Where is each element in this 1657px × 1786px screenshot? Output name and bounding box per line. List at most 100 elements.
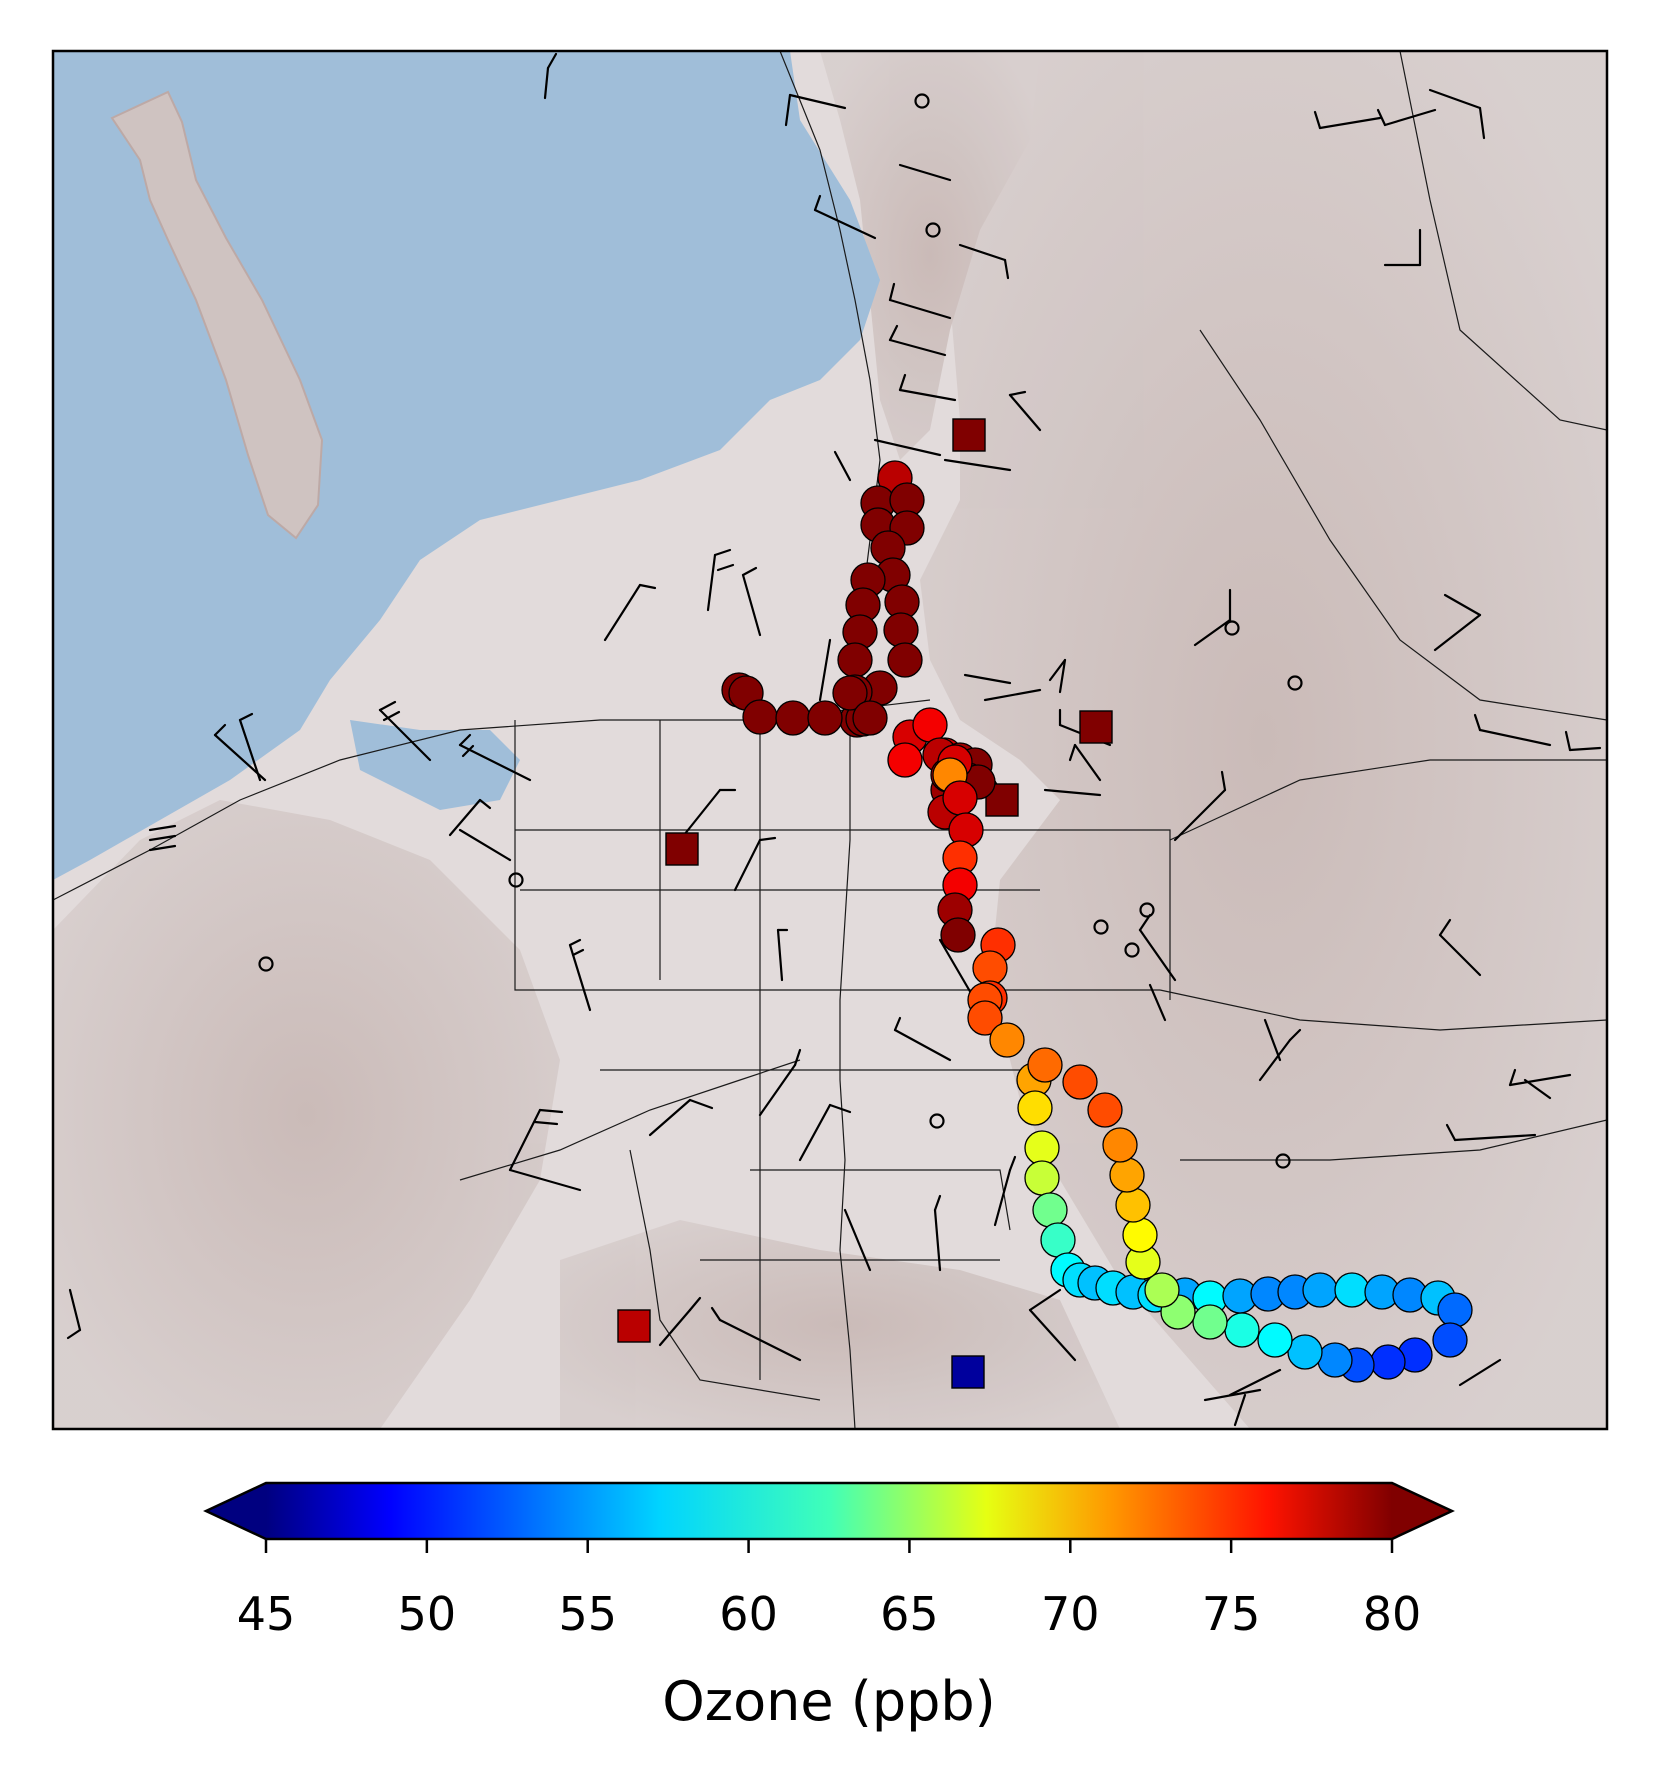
ozone-measurement-point	[1192, 1304, 1228, 1340]
ozone-measurement-point	[912, 707, 948, 743]
wind-barb	[776, 928, 789, 982]
wind-barb	[1138, 913, 1177, 982]
ozone-measurement-point	[989, 1022, 1025, 1058]
ozone-measurement-point	[832, 675, 868, 711]
ozone-measurement-point	[1024, 1130, 1060, 1166]
farmington-bay-pond	[350, 720, 520, 810]
road-grid-1	[514, 720, 1160, 991]
wind-barb	[1564, 730, 1602, 752]
wind-barb	[1313, 110, 1382, 130]
ozone-measurement-point	[837, 642, 873, 678]
colorbar-extend-high	[1392, 1483, 1452, 1539]
station-marker	[951, 1355, 985, 1389]
wind-barb	[898, 163, 952, 182]
ozone-measurement-point	[1224, 1312, 1260, 1348]
colorbar-tick-label: 75	[1202, 1587, 1261, 1641]
wind-barb	[213, 723, 267, 782]
lake	[53, 51, 880, 880]
calm-circle	[508, 872, 524, 888]
ozone-measurement-point	[1102, 1127, 1138, 1163]
wind-barb	[448, 798, 492, 837]
colorbar-gradient	[266, 1483, 1392, 1539]
wind-barb	[658, 1296, 702, 1347]
wind-barb	[148, 824, 177, 852]
ozone-measurement-point	[887, 642, 923, 678]
wind-barb	[1233, 1393, 1247, 1427]
oquirrh-range-relief	[53, 800, 560, 1429]
road-south	[629, 1149, 821, 1401]
road-southwest	[459, 1059, 801, 1181]
station-marker	[617, 1309, 651, 1343]
wind-barb	[1445, 1123, 1537, 1142]
wind-barb	[1048, 658, 1067, 694]
wind-barb	[378, 700, 432, 762]
calm-circle	[1287, 675, 1303, 691]
colorbar-tick-label: 70	[1041, 1587, 1100, 1641]
ozone-measurement-point	[1024, 1160, 1060, 1196]
wind-barb	[603, 583, 657, 642]
colorbar-label: Ozone (ppb)	[662, 1670, 995, 1733]
wind-barb	[1376, 108, 1437, 127]
road-grid-7	[750, 1169, 1011, 1231]
wind-barb	[1523, 1078, 1552, 1100]
colorbar-tick-label: 45	[237, 1587, 296, 1641]
wind-barb	[1043, 788, 1102, 797]
colorbar-extend-low	[206, 1483, 266, 1539]
wind-barb	[813, 194, 877, 240]
ozone-measurement-point	[775, 700, 811, 736]
wind-barb	[1383, 228, 1422, 267]
wind-barb	[943, 458, 1012, 472]
wind-barb	[1193, 588, 1232, 647]
ozone-measurement-point	[1432, 1322, 1468, 1358]
ozone-measurement-point	[940, 917, 976, 953]
map-panel	[53, 51, 1607, 1429]
wind-barb	[993, 1155, 1017, 1227]
colorbar: 45 50 55 60 65 70 75 80 Ozone (ppb)	[203, 1481, 1455, 1733]
ozone-measurement-point	[1370, 1344, 1406, 1380]
wind-barb	[983, 688, 1042, 702]
calm-circle	[929, 1113, 945, 1129]
colorbar-tick-label: 80	[1363, 1587, 1422, 1641]
calm-circle	[1139, 902, 1155, 918]
roads	[53, 51, 1607, 1429]
ozone-measurement-point	[1027, 1047, 1063, 1083]
wind-barb	[798, 1103, 852, 1162]
ozone-measurement-point	[1017, 1090, 1053, 1126]
ozone-track	[721, 460, 1473, 1383]
wind-barb	[741, 566, 762, 637]
colorbar-tick-label: 50	[398, 1587, 457, 1641]
wind-barb	[784, 93, 847, 127]
northern-range-relief	[820, 51, 1040, 460]
ozone-measurement-point	[1115, 1187, 1151, 1223]
road-mountain	[1399, 51, 1607, 431]
colorbar-tick-label: 55	[558, 1587, 617, 1641]
ozone-measurement-point	[1062, 1064, 1098, 1100]
ozone-measurement-point	[1317, 1342, 1353, 1378]
wind-barb	[833, 450, 852, 482]
wind-barb	[1173, 770, 1227, 842]
wind-barb	[873, 438, 942, 457]
ozone-measurement-point	[742, 699, 778, 735]
ozone-measurement-point	[852, 700, 888, 736]
wind-barb	[648, 1098, 714, 1137]
wind-barb	[888, 282, 952, 320]
road-northwest	[53, 699, 931, 901]
ozone-measurement-point	[1040, 1222, 1076, 1258]
road-grid-2	[515, 829, 1171, 1000]
road-parleys	[1169, 759, 1607, 841]
wind-barb	[958, 243, 1010, 280]
calm-circle	[1275, 1153, 1291, 1169]
wind-barb	[1458, 1358, 1502, 1387]
wind-barb	[458, 733, 532, 782]
wind-barb	[1258, 1028, 1302, 1082]
ozone-measurement-point	[887, 742, 923, 778]
wind-barb	[1428, 88, 1486, 140]
wind-barb	[1263, 1018, 1282, 1062]
ozone-measurement-point	[1334, 1272, 1370, 1308]
wind-barb	[1433, 593, 1482, 652]
wind-barb	[710, 1306, 802, 1362]
wind-barb	[898, 373, 957, 402]
wind-barb	[893, 1016, 952, 1062]
station-marker	[665, 832, 699, 866]
